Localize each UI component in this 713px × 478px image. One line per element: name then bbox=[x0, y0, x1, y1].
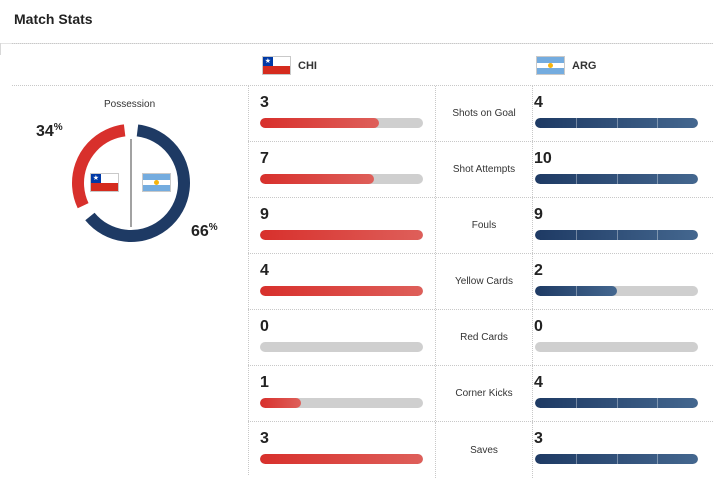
stat-row-red-cards: 0 Red Cards 0 bbox=[248, 310, 713, 366]
away-stat-bar bbox=[535, 454, 698, 464]
home-team: ★ CHI bbox=[262, 56, 317, 75]
away-stat-fill bbox=[535, 174, 698, 184]
away-possession-arc bbox=[72, 124, 190, 242]
stat-row-saves: 3 Saves 3 bbox=[248, 422, 713, 478]
home-stat-value: 9 bbox=[260, 206, 269, 223]
home-stat-fill bbox=[260, 174, 375, 184]
home-stat-bar bbox=[260, 454, 423, 464]
match-stats-title: Match Stats bbox=[14, 11, 93, 27]
away-stat-bar bbox=[535, 230, 698, 240]
stat-label: Shots on Goal bbox=[435, 86, 533, 141]
away-stat-bar bbox=[535, 342, 698, 352]
stat-row-shots-on-goal: 3 Shots on Goal 4 bbox=[248, 86, 713, 142]
home-stat-bar bbox=[260, 174, 423, 184]
bar-segment-tick bbox=[616, 118, 618, 128]
home-stat-fill bbox=[260, 230, 423, 240]
stat-label: Saves bbox=[435, 422, 533, 478]
away-stat-value: 4 bbox=[534, 94, 543, 111]
home-stat-value: 7 bbox=[260, 150, 269, 167]
bar-segment-tick bbox=[657, 118, 659, 128]
home-stat-value: 1 bbox=[260, 374, 269, 391]
home-stat-fill bbox=[260, 118, 379, 128]
bar-segment-tick bbox=[616, 454, 618, 464]
away-stat-value: 3 bbox=[534, 430, 543, 447]
stat-label: Red Cards bbox=[435, 310, 533, 365]
home-stat-value: 4 bbox=[260, 262, 269, 279]
team-header: ★ CHI ARG bbox=[12, 43, 713, 86]
home-possession-arc bbox=[72, 124, 190, 242]
stat-label: Shot Attempts bbox=[435, 142, 533, 197]
stat-row-yellow-cards: 4 Yellow Cards 2 bbox=[248, 254, 713, 310]
possession-donut bbox=[72, 124, 190, 242]
home-stat-bar bbox=[260, 398, 423, 408]
away-stat-value: 4 bbox=[534, 374, 543, 391]
home-stat-fill bbox=[260, 286, 423, 296]
bar-segment-tick bbox=[657, 230, 659, 240]
bar-segment-tick bbox=[616, 230, 618, 240]
home-stat-bar bbox=[260, 118, 423, 128]
stat-label: Corner Kicks bbox=[435, 366, 533, 421]
away-stat-bar bbox=[535, 398, 698, 408]
home-stat-bar bbox=[260, 230, 423, 240]
possession-label: Possession bbox=[104, 99, 156, 110]
home-stat-fill bbox=[260, 398, 301, 408]
home-stat-value: 3 bbox=[260, 430, 269, 447]
divider bbox=[248, 86, 249, 475]
bar-segment-tick bbox=[657, 398, 659, 408]
bar-segment-tick bbox=[575, 454, 577, 464]
bar-segment-tick bbox=[575, 174, 577, 184]
away-stat-fill bbox=[535, 230, 698, 240]
away-stat-fill bbox=[535, 286, 617, 296]
away-team-abbr: ARG bbox=[572, 59, 597, 72]
away-stat-fill bbox=[535, 454, 698, 464]
home-stat-bar bbox=[260, 342, 423, 352]
home-team-abbr: CHI bbox=[298, 59, 317, 72]
bar-segment-tick bbox=[575, 398, 577, 408]
home-stat-value: 0 bbox=[260, 318, 269, 335]
stat-row-shot-attempts: 7 Shot Attempts 10 bbox=[248, 142, 713, 198]
stat-label: Fouls bbox=[435, 198, 533, 253]
bar-segment-tick bbox=[616, 174, 618, 184]
away-stat-bar bbox=[535, 118, 698, 128]
away-stat-fill bbox=[535, 398, 698, 408]
bar-segment-tick bbox=[657, 454, 659, 464]
away-stat-bar bbox=[535, 286, 698, 296]
divider bbox=[0, 43, 1, 55]
away-stat-value: 10 bbox=[534, 150, 552, 167]
argentina-flag-icon bbox=[536, 56, 565, 75]
home-possession-pct: 34% bbox=[36, 122, 63, 140]
away-stat-value: 0 bbox=[534, 318, 543, 335]
bar-segment-tick bbox=[575, 230, 577, 240]
home-stat-value: 3 bbox=[260, 94, 269, 111]
chile-flag-icon: ★ bbox=[262, 56, 291, 75]
home-stat-bar bbox=[260, 286, 423, 296]
home-stat-fill bbox=[260, 454, 423, 464]
bar-segment-tick bbox=[657, 174, 659, 184]
bar-segment-tick bbox=[616, 398, 618, 408]
bar-segment-tick bbox=[575, 118, 577, 128]
stat-row-corner-kicks: 1 Corner Kicks 4 bbox=[248, 366, 713, 422]
chile-flag-icon: ★ bbox=[90, 173, 119, 192]
away-stat-fill bbox=[535, 118, 698, 128]
stat-label: Yellow Cards bbox=[435, 254, 533, 309]
argentina-flag-icon bbox=[142, 173, 171, 192]
away-stat-bar bbox=[535, 174, 698, 184]
bar-segment-tick bbox=[575, 286, 577, 296]
stat-row-fouls: 9 Fouls 9 bbox=[248, 198, 713, 254]
away-stat-value: 2 bbox=[534, 262, 543, 279]
away-possession-pct: 66% bbox=[191, 222, 218, 240]
away-stat-value: 9 bbox=[534, 206, 543, 223]
away-team: ARG bbox=[536, 56, 596, 75]
